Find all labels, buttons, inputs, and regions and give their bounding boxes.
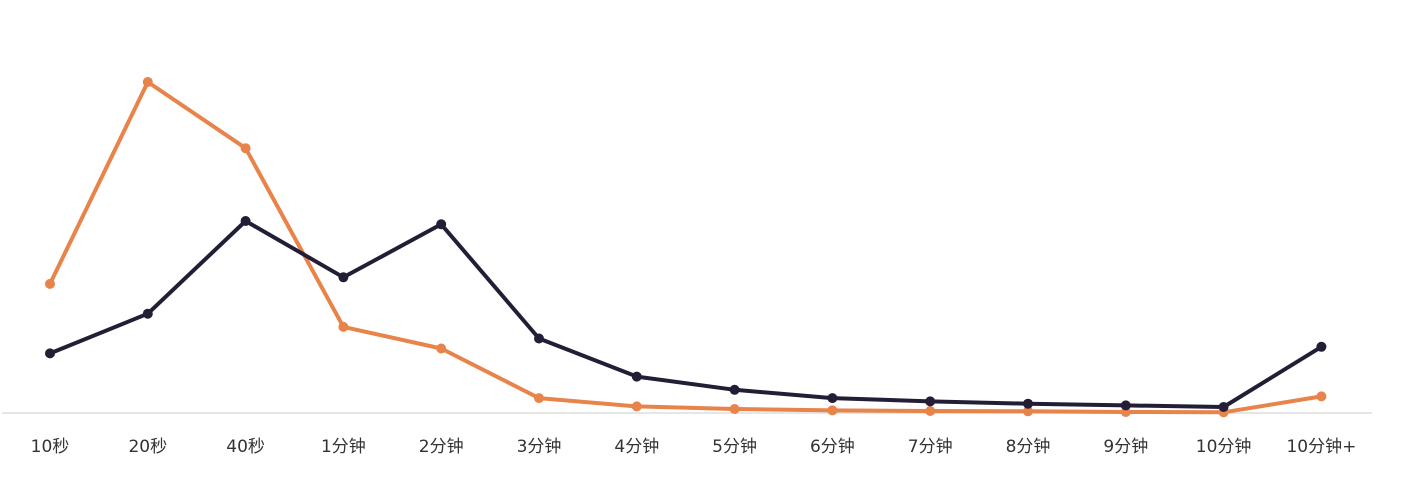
series-2 — [45, 216, 1327, 412]
series-1-point — [827, 405, 838, 416]
x-tick-label: 8分钟 — [1006, 437, 1051, 457]
series-2-point — [1120, 400, 1131, 411]
series-1 — [45, 77, 1327, 418]
series-2-point — [827, 393, 838, 404]
x-tick-label: 4分钟 — [614, 437, 659, 457]
x-tick-label: 5分钟 — [712, 437, 757, 457]
series-2-point — [240, 216, 251, 226]
x-tick-label: 20秒 — [128, 437, 167, 457]
x-tick-label: 10秒 — [31, 437, 70, 457]
series-1-line — [48, 80, 1324, 415]
series-1-point — [436, 343, 447, 354]
x-tick-label: 10分钟+ — [1286, 437, 1356, 457]
series-1-point — [240, 143, 251, 154]
x-tick-labels: 10秒 20秒 40秒 1分钟 2分钟 3分钟 4分钟 5分钟 6分钟 7分钟 8分钟 9分钟 10分钟… — [31, 437, 1357, 457]
series-2-line — [48, 219, 1324, 409]
x-tick-label: 1分钟 — [321, 437, 366, 457]
series-1-point — [338, 321, 349, 332]
series-2-point — [142, 308, 153, 319]
series-2-point — [534, 333, 544, 344]
series-2-point — [1316, 341, 1327, 352]
series-2-point — [436, 219, 447, 230]
x-tick-label: 6分钟 — [810, 437, 855, 457]
x-tick-label: 9分钟 — [1103, 437, 1148, 457]
x-tick-label: 40秒 — [226, 437, 265, 457]
series-2-point — [925, 396, 936, 407]
series-1-point — [1023, 406, 1033, 417]
series-2-point — [631, 371, 642, 382]
series-layer — [45, 77, 1327, 418]
series-1-point — [142, 77, 153, 87]
x-tick-label: 7分钟 — [908, 437, 953, 457]
series-2-point — [45, 348, 55, 359]
series-2-point — [1023, 398, 1033, 409]
x-tick-label: 3分钟 — [517, 437, 562, 457]
series-1-point — [534, 393, 544, 404]
series-1-point — [925, 406, 936, 416]
x-tick-label: 2分钟 — [419, 437, 464, 457]
series-1-point — [729, 404, 740, 414]
series-1-point — [1316, 391, 1327, 402]
series-2-point — [729, 384, 740, 395]
series-1-point — [45, 278, 55, 289]
series-1-point — [631, 401, 642, 412]
series-2-point — [338, 272, 349, 283]
series-2-point — [1218, 402, 1229, 412]
x-tick-label: 10分钟 — [1196, 437, 1252, 457]
